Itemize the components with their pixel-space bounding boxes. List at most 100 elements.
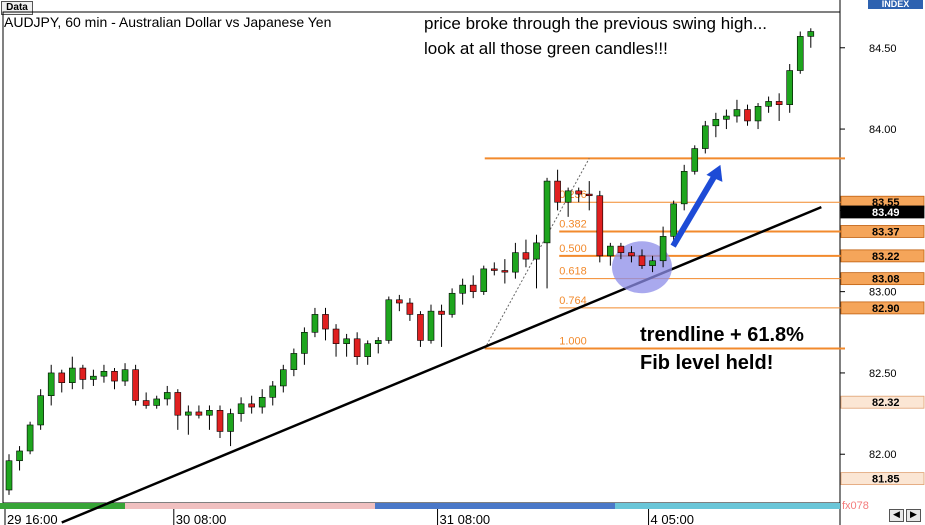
trendline: [61, 205, 822, 524]
candle-body: [301, 331, 308, 354]
price-box-label: 83.08: [872, 274, 900, 286]
y-tick-label: 82.00: [869, 449, 897, 461]
chart-title: AUDJPY, 60 min - Australian Dollar vs Ja…: [4, 14, 332, 30]
candle-body: [691, 148, 699, 172]
price-box-label: 83.22: [872, 251, 900, 263]
candle-body: [585, 193, 593, 197]
candle-body: [58, 372, 66, 383]
candle-body: [258, 397, 266, 408]
candle-body: [16, 450, 23, 462]
watermark: fx078: [842, 500, 869, 512]
session-bar: [125, 503, 375, 509]
fib-ratio-label: 0.382: [559, 218, 587, 230]
candle-body: [638, 255, 646, 266]
candle-body: [775, 101, 783, 105]
candle-body: [132, 369, 139, 401]
candle-body: [723, 115, 730, 120]
candle-body: [427, 310, 435, 341]
candle-body: [153, 398, 160, 406]
candle-body: [227, 413, 234, 432]
candle-body: [628, 252, 635, 257]
candle-body: [195, 411, 203, 416]
candle-body: [480, 268, 488, 292]
candle-body: [406, 302, 414, 315]
arrow-shaft: [670, 171, 719, 248]
candle-body: [121, 369, 129, 382]
fib-ratio-label: 0.764: [559, 295, 587, 307]
y-tick-label: 82.50: [869, 368, 897, 380]
candle-body: [364, 343, 372, 357]
candle-body: [237, 403, 245, 414]
scroll-right-icon[interactable]: ▶: [906, 509, 921, 522]
candle-body: [712, 119, 720, 127]
candle-body: [111, 371, 118, 382]
candle-body: [163, 392, 171, 400]
price-box: [840, 205, 925, 219]
candle-body: [174, 392, 182, 416]
price-box: [840, 301, 925, 315]
candle-body: [649, 260, 656, 266]
candle-body: [564, 190, 572, 203]
price-box: [840, 249, 925, 263]
candle-body: [469, 284, 477, 292]
candle-body: [670, 203, 677, 237]
fib-ratio-label: 0.236: [559, 189, 587, 201]
candle-body: [575, 190, 583, 195]
scroll-left-icon[interactable]: ◀: [889, 509, 904, 522]
candle-body: [385, 299, 393, 341]
candle-body: [554, 180, 561, 203]
annotation-breakout-line2: look at all those green candles!!!: [424, 39, 668, 58]
candle-body: [322, 314, 329, 330]
candle-body: [617, 245, 625, 253]
candle-body: [522, 252, 530, 260]
candle-body: [269, 385, 277, 398]
x-tick-label: 4 05:00: [651, 512, 694, 525]
arrow-head: [706, 164, 723, 182]
candle-body: [206, 410, 213, 416]
annotation-trendline-line2: Fib level held!: [640, 352, 774, 374]
price-box-label: 81.85: [872, 474, 900, 486]
session-bar: [615, 503, 840, 509]
candle-body: [216, 410, 224, 432]
candle-body: [754, 105, 762, 122]
candle-body: [786, 70, 794, 105]
candle-body: [807, 31, 815, 37]
plot-frame: [2, 11, 841, 504]
candle-body: [47, 372, 55, 396]
price-box: [840, 225, 925, 238]
candle-body: [744, 109, 751, 122]
candle-body: [501, 270, 509, 273]
candle-body: [311, 314, 319, 333]
candle-body: [680, 171, 688, 205]
candle-body: [374, 340, 382, 344]
y-tick-label: 84.50: [869, 43, 897, 55]
candle-body: [796, 36, 804, 71]
price-box: [840, 472, 925, 486]
session-bar: [375, 503, 615, 509]
candle-body: [543, 180, 551, 244]
session-bar: [0, 503, 125, 509]
y-tick-label: 83.00: [869, 287, 897, 299]
y-tick-label: 84.00: [869, 124, 897, 136]
annotation-trendline-line1: trendline + 61.8%: [640, 324, 804, 346]
candle-body: [459, 284, 466, 294]
candle-body: [37, 395, 44, 426]
candle-body: [607, 245, 614, 257]
candle-body: [248, 403, 255, 408]
candle-body: [343, 338, 350, 344]
price-box-label: 82.32: [872, 397, 900, 409]
fib-ratio-label: 1.000: [559, 336, 587, 348]
candle-body: [533, 242, 540, 260]
price-box-label: 83.49: [872, 207, 900, 219]
candle-body: [185, 411, 192, 416]
fib-ratio-label: 0.500: [559, 243, 587, 255]
candle-body: [332, 328, 340, 344]
candle-body: [90, 375, 97, 380]
candle-body: [733, 109, 741, 117]
candle-body: [596, 195, 604, 257]
candle-body: [512, 252, 519, 273]
index-badge[interactable]: INDEX: [868, 0, 923, 9]
candle-body: [765, 101, 772, 107]
price-box-label: 83.37: [872, 226, 900, 238]
